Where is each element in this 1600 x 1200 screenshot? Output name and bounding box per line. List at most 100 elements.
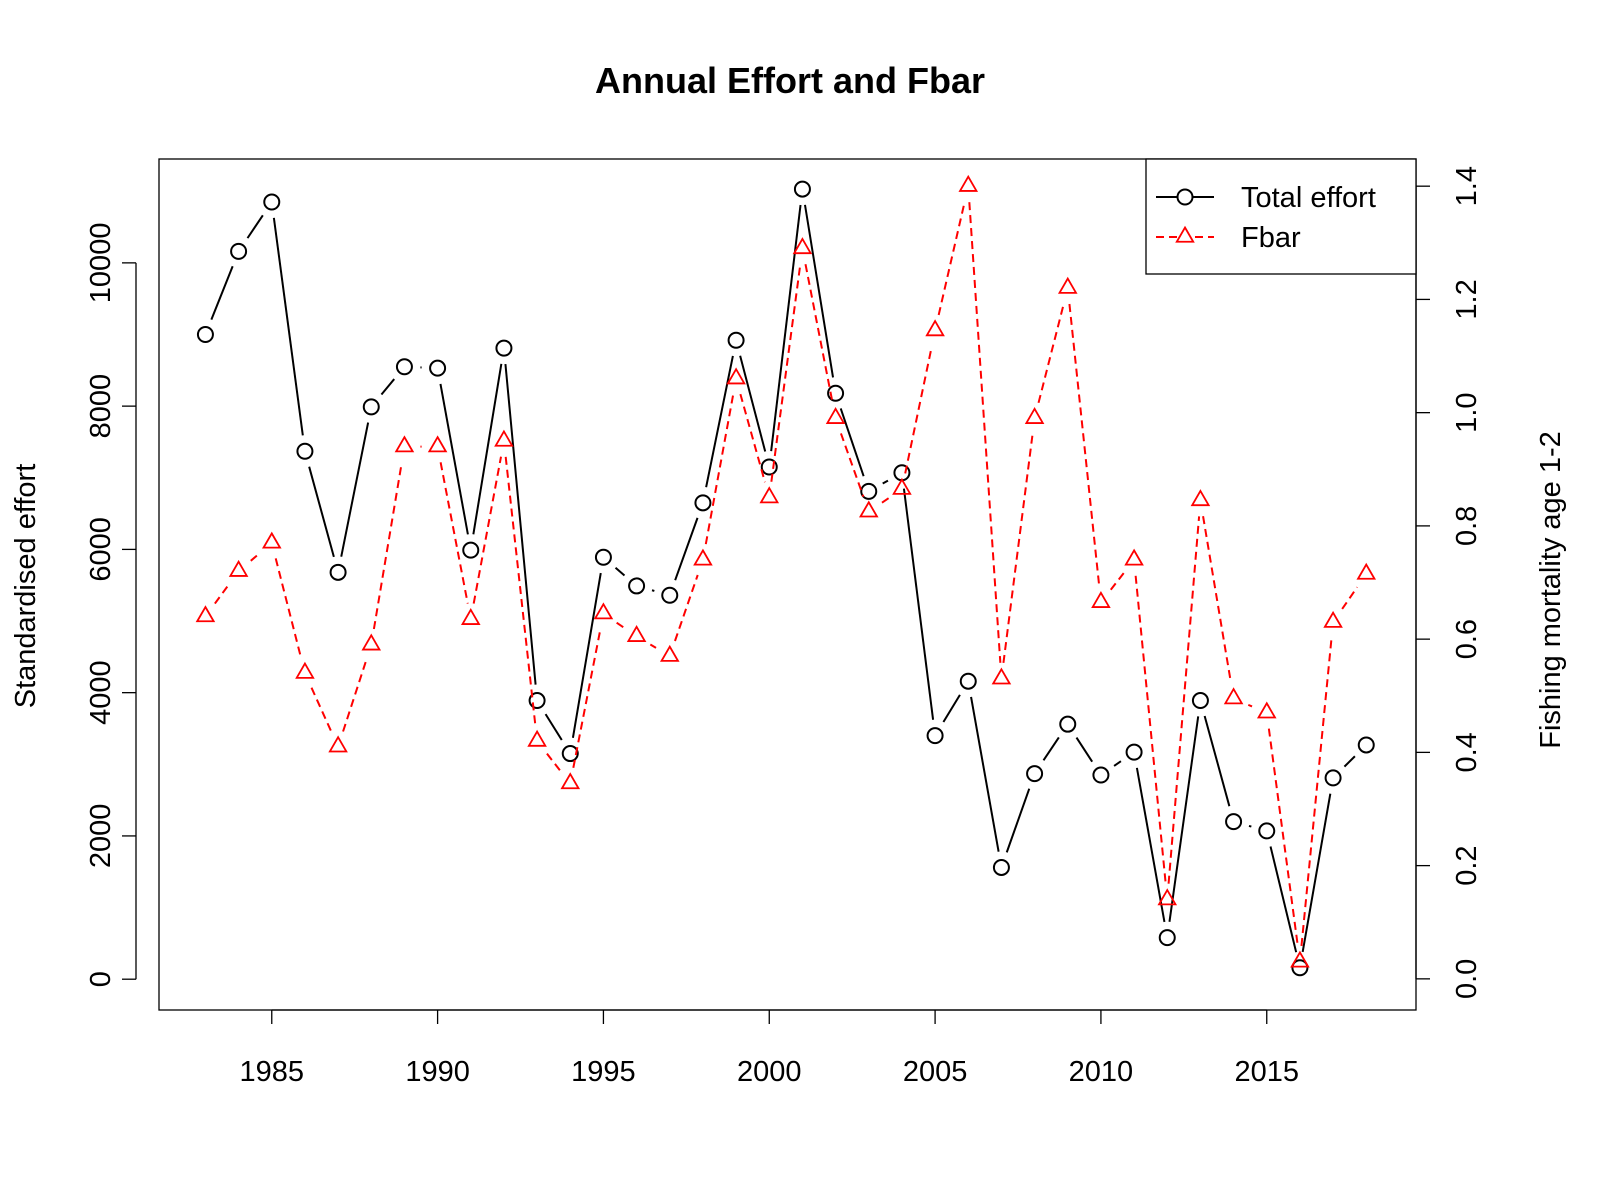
fbar-segment (1109, 571, 1126, 591)
y-axis-title-left: Standardised effort (10, 464, 42, 709)
fbar-point (991, 667, 1012, 685)
fbar-segment (274, 558, 302, 658)
fbar-segment (1247, 703, 1253, 708)
fbar-point (792, 237, 813, 255)
fbar-segment (546, 753, 562, 772)
left-y-axis: 0 2000 4000 6000 8000 10000 (85, 223, 137, 987)
total-effort-point (1125, 743, 1143, 761)
left-tick-label: 4000 (85, 660, 117, 725)
total-effort-segment (340, 422, 370, 557)
total-effort-segment (308, 466, 335, 558)
fbar-point (858, 500, 879, 518)
total-effort-segment (272, 217, 304, 436)
fbar-segment (1167, 516, 1201, 884)
total-effort-point (1357, 736, 1375, 754)
right-tick-label: 0.2 (1451, 845, 1483, 885)
total-effort-point (1225, 813, 1243, 831)
total-effort-segment (504, 363, 537, 685)
fbar-point (494, 429, 514, 447)
total-effort-point (860, 482, 878, 500)
total-effort-point (230, 242, 248, 260)
fbar-point (394, 435, 415, 453)
x-axis: 1985 1990 1995 2000 2005 2010 2015 (240, 1009, 1299, 1088)
fbar-point (1124, 548, 1144, 566)
y-axis-title-right: Fishing mortality age 1-2 (1535, 431, 1567, 749)
fbar-segment (310, 687, 333, 733)
total-effort-segment (439, 383, 469, 535)
fbar-point (1290, 950, 1310, 968)
right-tick-label: 1.4 (1451, 166, 1483, 206)
total-effort-segment (1005, 788, 1031, 853)
total-effort-point (594, 548, 612, 566)
x-tick-label: 2015 (1234, 1056, 1299, 1088)
total-effort-point (1026, 765, 1044, 783)
total-effort-segment (571, 572, 602, 738)
chart-title: Annual Effort and Fbar (595, 60, 985, 101)
total-effort-segment (651, 589, 655, 592)
total-effort-point (1092, 766, 1110, 784)
fbar-segment (1134, 575, 1167, 884)
total-effort-point (329, 563, 347, 581)
total-effort-point (992, 858, 1010, 876)
total-effort-segment (1168, 716, 1200, 922)
total-effort-segment (210, 265, 234, 321)
left-tick-label: 2000 (85, 804, 117, 869)
total-effort-segment (804, 204, 835, 378)
fbar-point (1190, 489, 1211, 507)
fbar-point (825, 407, 846, 424)
fbar-segment (881, 497, 890, 504)
fbar-point (560, 772, 581, 790)
fbar-segment (342, 659, 368, 732)
fbar-segment (674, 574, 699, 642)
total-effort-segment (1248, 824, 1252, 828)
plot-frame (158, 158, 1417, 1011)
fbar-point (1157, 888, 1178, 906)
right-tick-label: 0.4 (1451, 732, 1483, 772)
fbar-point (659, 644, 680, 662)
left-tick-label: 0 (85, 971, 117, 987)
fbar-point (1323, 610, 1343, 628)
series-layer (195, 174, 1377, 977)
total-effort-point (296, 442, 314, 460)
total-effort-segment (839, 408, 865, 477)
fbar-segment (1002, 434, 1034, 664)
fbar-segment (1037, 303, 1065, 404)
total-effort-point (1324, 769, 1342, 787)
fbar-point (328, 735, 348, 753)
total-effort-point (1158, 929, 1176, 947)
total-effort-segment (472, 363, 503, 535)
total-effort-point (495, 339, 513, 357)
total-effort-point (528, 692, 546, 710)
fbar-point (925, 319, 945, 337)
total-effort-point (1191, 692, 1209, 710)
total-effort-segment (970, 696, 1000, 852)
right-tick-label: 1.0 (1451, 392, 1483, 432)
fbar-point (593, 602, 614, 620)
total-effort-point (760, 458, 778, 476)
total-effort-point (1059, 715, 1077, 733)
fbar-point (726, 367, 746, 385)
fbar-point (427, 435, 448, 453)
right-tick-label: 0.6 (1451, 619, 1483, 659)
total-effort-segment (614, 566, 626, 577)
fbar-point (1256, 701, 1277, 719)
total-effort-point (959, 672, 977, 690)
fbar-point (527, 729, 547, 747)
legend-marker-fbar (1175, 225, 1195, 243)
right-tick-label: 0.0 (1451, 959, 1483, 999)
fbar-segment (968, 202, 1002, 663)
fbar-segment (372, 462, 403, 630)
fbar-segment (840, 433, 865, 497)
total-effort-segment (1203, 715, 1231, 807)
left-tick-label: 10000 (85, 223, 117, 304)
left-tick-label: 8000 (85, 374, 117, 439)
total-effort-segment (739, 355, 767, 452)
total-effort-series (196, 180, 1375, 977)
x-tick-label: 1985 (240, 1056, 305, 1088)
fbar-segment (1267, 728, 1299, 947)
total-effort-segment (1269, 846, 1298, 953)
fbar-point (295, 661, 315, 679)
total-effort-point (793, 180, 811, 198)
fbar-segment (739, 393, 766, 483)
